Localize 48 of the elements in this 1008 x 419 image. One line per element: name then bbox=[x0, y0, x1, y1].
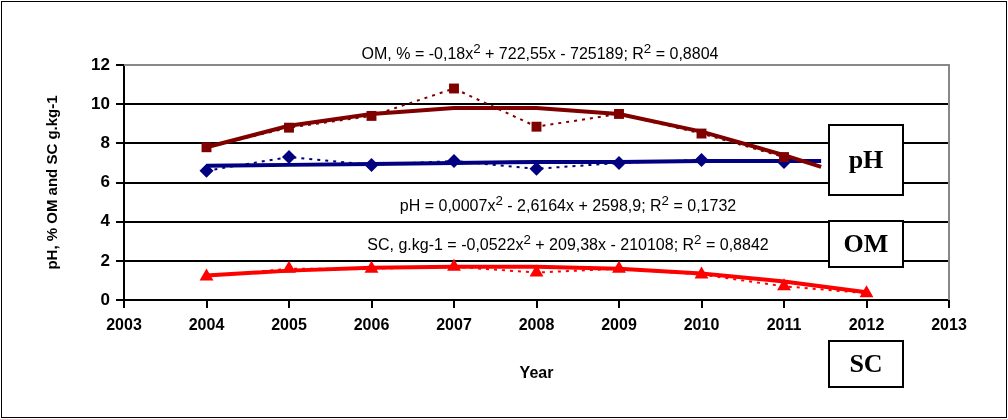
x-tick-label: 2013 bbox=[931, 316, 967, 334]
y-tick-label: 12 bbox=[91, 54, 110, 74]
point bbox=[529, 264, 544, 277]
x-tick-label: 2009 bbox=[601, 316, 637, 334]
x-tick-label: 2005 bbox=[271, 316, 307, 334]
point bbox=[199, 163, 214, 178]
x-tick-label: 2010 bbox=[683, 316, 720, 334]
y-tick-label: 10 bbox=[91, 93, 110, 113]
annotation: pH bbox=[828, 124, 904, 196]
annotation: OM bbox=[828, 220, 904, 268]
y-tick-label: 6 bbox=[100, 172, 110, 192]
annotation: SC, g.kg-1 = -0,0522x$^{2}$ + 209,38x - 210108; R$^{2}$ = 0,8842 bbox=[367, 231, 769, 255]
x-tick-label: 2012 bbox=[848, 316, 885, 334]
point bbox=[364, 260, 379, 273]
x-tick-label: 2011 bbox=[766, 316, 802, 334]
y-tick-label: 0 bbox=[100, 289, 110, 309]
x-axis-title: Year bbox=[519, 363, 554, 381]
y-tick-label: 4 bbox=[100, 211, 111, 231]
point bbox=[614, 109, 624, 119]
point bbox=[284, 122, 294, 133]
point bbox=[447, 153, 461, 168]
point bbox=[694, 152, 709, 167]
point bbox=[199, 268, 214, 281]
x-tick-label: 2008 bbox=[518, 316, 555, 334]
text: OM, % = -0,18x$^{2}$ + 722,55x - 725189; R$^{2}$ = 0,8804 bbox=[361, 40, 719, 64]
point bbox=[201, 142, 212, 153]
point bbox=[531, 121, 542, 132]
x-tick-label: 2003 bbox=[106, 316, 142, 334]
point bbox=[777, 278, 791, 291]
x-tick-label: 2007 bbox=[436, 316, 472, 334]
y-axis-title: pH, % OM and SC g.kg-1 bbox=[43, 95, 61, 270]
point bbox=[366, 110, 377, 121]
x-tick-label: 2006 bbox=[353, 316, 390, 334]
point bbox=[447, 258, 461, 271]
point bbox=[694, 266, 709, 279]
point bbox=[282, 260, 296, 273]
point bbox=[612, 260, 626, 273]
annotation: pH = 0,0007x$^{2}$ - 2,6164x + 2598,9; R$^{2}$ = 0,1732 bbox=[399, 192, 737, 216]
point bbox=[449, 83, 459, 94]
point bbox=[859, 285, 874, 298]
point bbox=[282, 150, 296, 165]
point bbox=[364, 157, 379, 172]
y-tick-label: 8 bbox=[100, 133, 110, 153]
point bbox=[779, 152, 789, 162]
point bbox=[612, 155, 626, 170]
y-tick-label: 2 bbox=[100, 250, 110, 270]
text: SC bbox=[828, 340, 904, 388]
x-tick-label: 2004 bbox=[188, 316, 225, 334]
